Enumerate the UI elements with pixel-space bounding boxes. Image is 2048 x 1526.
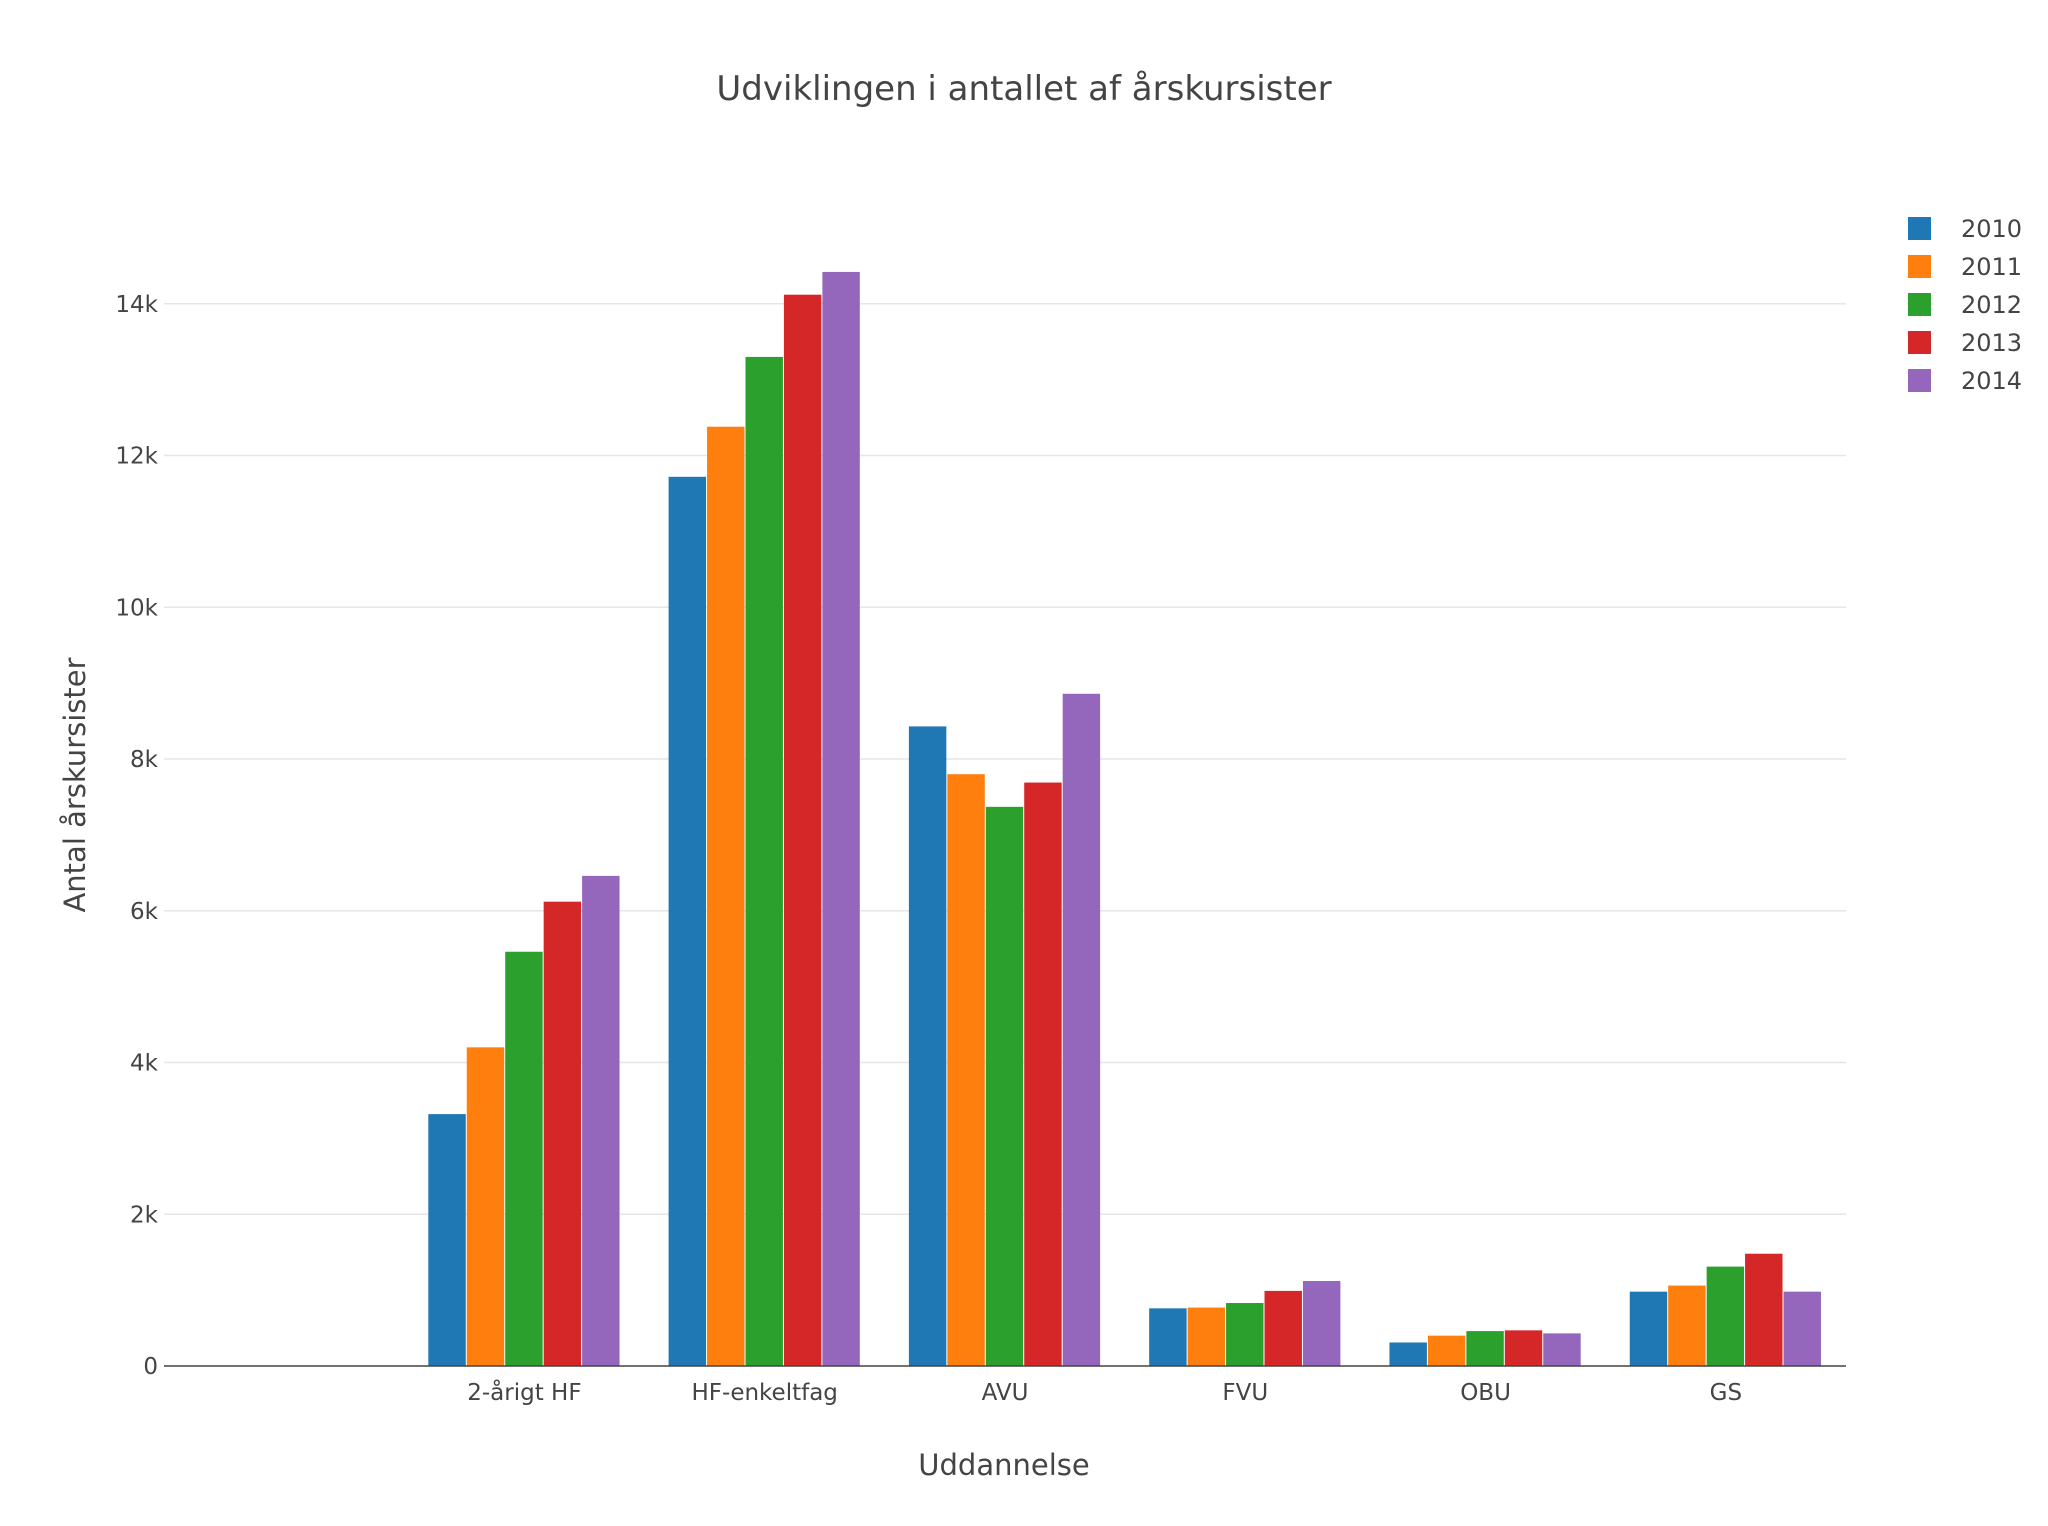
bar-2014[interactable] bbox=[822, 271, 860, 1366]
x-tick-label: AVU bbox=[982, 1380, 1029, 1406]
legend-label: 2010 bbox=[1961, 215, 2022, 243]
bar-2011[interactable] bbox=[1668, 1285, 1706, 1366]
x-tick-label: FVU bbox=[1222, 1380, 1268, 1406]
legend-swatch bbox=[1908, 255, 1931, 278]
y-tick-label: 8k bbox=[130, 747, 159, 773]
bar-2013[interactable] bbox=[1504, 1330, 1543, 1366]
y-tick-label: 2k bbox=[130, 1202, 159, 1228]
y-tick-label: 4k bbox=[130, 1051, 159, 1077]
bar-2014[interactable] bbox=[1783, 1291, 1821, 1366]
y-tick-label: 0 bbox=[143, 1354, 158, 1380]
y-tick-labels: 0 2k 4k 6k 8k 10k 12k 14k bbox=[115, 292, 158, 1380]
bar-2014[interactable] bbox=[1543, 1333, 1581, 1366]
bar-2013[interactable] bbox=[1024, 782, 1062, 1366]
y-tick-label: 10k bbox=[115, 595, 158, 621]
bar-2011[interactable] bbox=[466, 1047, 505, 1366]
legend-item-2014[interactable]: 2014 bbox=[1908, 367, 2022, 395]
bar-2012[interactable] bbox=[1226, 1303, 1264, 1366]
y-tick-label: 6k bbox=[130, 899, 159, 925]
legend-item-2010[interactable]: 2010 bbox=[1908, 215, 2022, 243]
bar-2013[interactable] bbox=[1264, 1290, 1302, 1366]
legend-label: 2014 bbox=[1961, 367, 2022, 395]
bar-2010[interactable] bbox=[908, 726, 947, 1366]
x-tick-label: GS bbox=[1710, 1380, 1742, 1406]
bar-2014[interactable] bbox=[1302, 1281, 1341, 1366]
bar-2010[interactable] bbox=[1149, 1308, 1187, 1366]
x-tick-label: 2-årigt HF bbox=[467, 1378, 581, 1406]
chart-title: Udviklingen i antallet af årskursister bbox=[716, 69, 1331, 109]
bar-2014[interactable] bbox=[1062, 693, 1101, 1366]
legend-swatch bbox=[1908, 369, 1931, 392]
bar-2011[interactable] bbox=[1187, 1307, 1226, 1366]
x-tick-label: HF-enkeltfag bbox=[692, 1380, 838, 1406]
x-axis-title: Uddannelse bbox=[918, 1448, 1089, 1482]
bar-2010[interactable] bbox=[668, 476, 707, 1367]
bar-2010[interactable] bbox=[1629, 1291, 1668, 1366]
y-axis-title: Antal årskursister bbox=[58, 657, 92, 912]
bar-2012[interactable] bbox=[1466, 1331, 1504, 1366]
bar-2010[interactable] bbox=[1389, 1342, 1427, 1366]
legend-label: 2011 bbox=[1961, 253, 2022, 281]
legend-swatch bbox=[1908, 217, 1931, 240]
legend-item-2012[interactable]: 2012 bbox=[1908, 291, 2022, 319]
bar-2012[interactable] bbox=[985, 806, 1024, 1366]
legend-item-2011[interactable]: 2011 bbox=[1908, 253, 2022, 281]
legend-swatch bbox=[1908, 293, 1931, 316]
legend: 2010 2011 2012 2013 2014 bbox=[1908, 215, 2022, 395]
y-tick-label: 12k bbox=[115, 444, 158, 470]
legend-label: 2012 bbox=[1961, 291, 2022, 319]
bar-2012[interactable] bbox=[505, 951, 543, 1366]
bar-2013[interactable] bbox=[543, 901, 582, 1366]
y-tick-label: 14k bbox=[115, 292, 158, 318]
bar-2011[interactable] bbox=[707, 426, 745, 1366]
bar-2010[interactable] bbox=[428, 1114, 466, 1366]
x-tick-labels: 2-årigt HF HF-enkeltfag AVU FVU OBU GS bbox=[467, 1378, 1742, 1406]
bar-2012[interactable] bbox=[745, 356, 783, 1366]
bar-2011[interactable] bbox=[947, 774, 985, 1366]
bars bbox=[428, 271, 1821, 1367]
bar-2012[interactable] bbox=[1706, 1266, 1745, 1366]
legend-label: 2013 bbox=[1961, 329, 2022, 357]
bar-2011[interactable] bbox=[1427, 1335, 1466, 1366]
bar-2013[interactable] bbox=[1745, 1253, 1783, 1366]
legend-item-2013[interactable]: 2013 bbox=[1908, 329, 2022, 357]
bar-2014[interactable] bbox=[582, 875, 620, 1366]
legend-swatch bbox=[1908, 331, 1931, 354]
x-tick-label: OBU bbox=[1460, 1380, 1511, 1406]
bar-2013[interactable] bbox=[783, 294, 822, 1367]
